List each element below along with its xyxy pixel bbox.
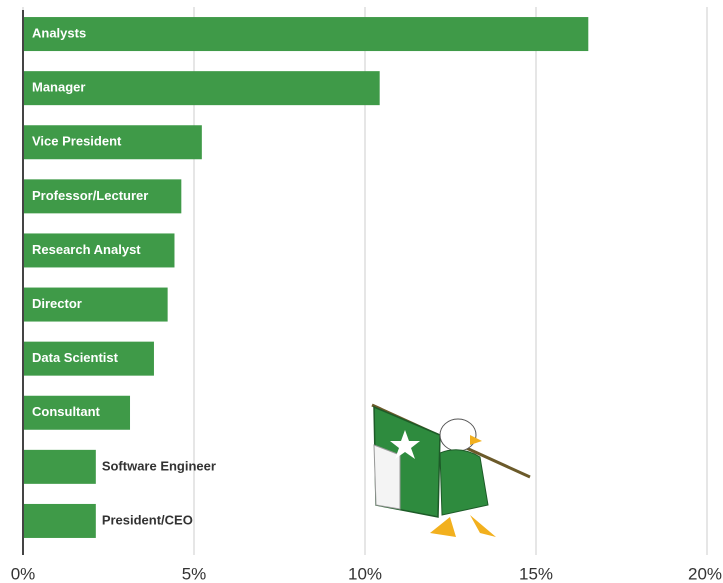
- bar: [24, 71, 380, 106]
- x-tick-label: 5%: [182, 564, 207, 583]
- x-tick-label: 10%: [348, 564, 382, 583]
- bar: [24, 449, 96, 484]
- x-tick-label: 0%: [11, 564, 36, 583]
- category-label: Analysts: [32, 25, 86, 40]
- category-label: Data Scientist: [32, 350, 119, 365]
- category-label: Research Analyst: [32, 242, 141, 257]
- bar: [24, 395, 131, 430]
- bar: [24, 125, 202, 160]
- category-label: Professor/Lecturer: [32, 188, 148, 203]
- category-label: Software Engineer: [102, 458, 216, 473]
- mascot: [371, 403, 531, 537]
- category-label: Consultant: [32, 404, 101, 419]
- bar: [24, 233, 175, 268]
- category-label: Vice President: [32, 134, 122, 149]
- x-tick-label: 20%: [688, 564, 722, 583]
- category-label: President/CEO: [102, 512, 193, 527]
- bar: [24, 179, 182, 214]
- bar: [24, 17, 589, 52]
- category-label: Director: [32, 296, 82, 311]
- x-tick-label: 15%: [519, 564, 553, 583]
- bar: [24, 287, 168, 322]
- category-label: Manager: [32, 80, 85, 95]
- bar: [24, 503, 96, 538]
- bar: [24, 341, 154, 376]
